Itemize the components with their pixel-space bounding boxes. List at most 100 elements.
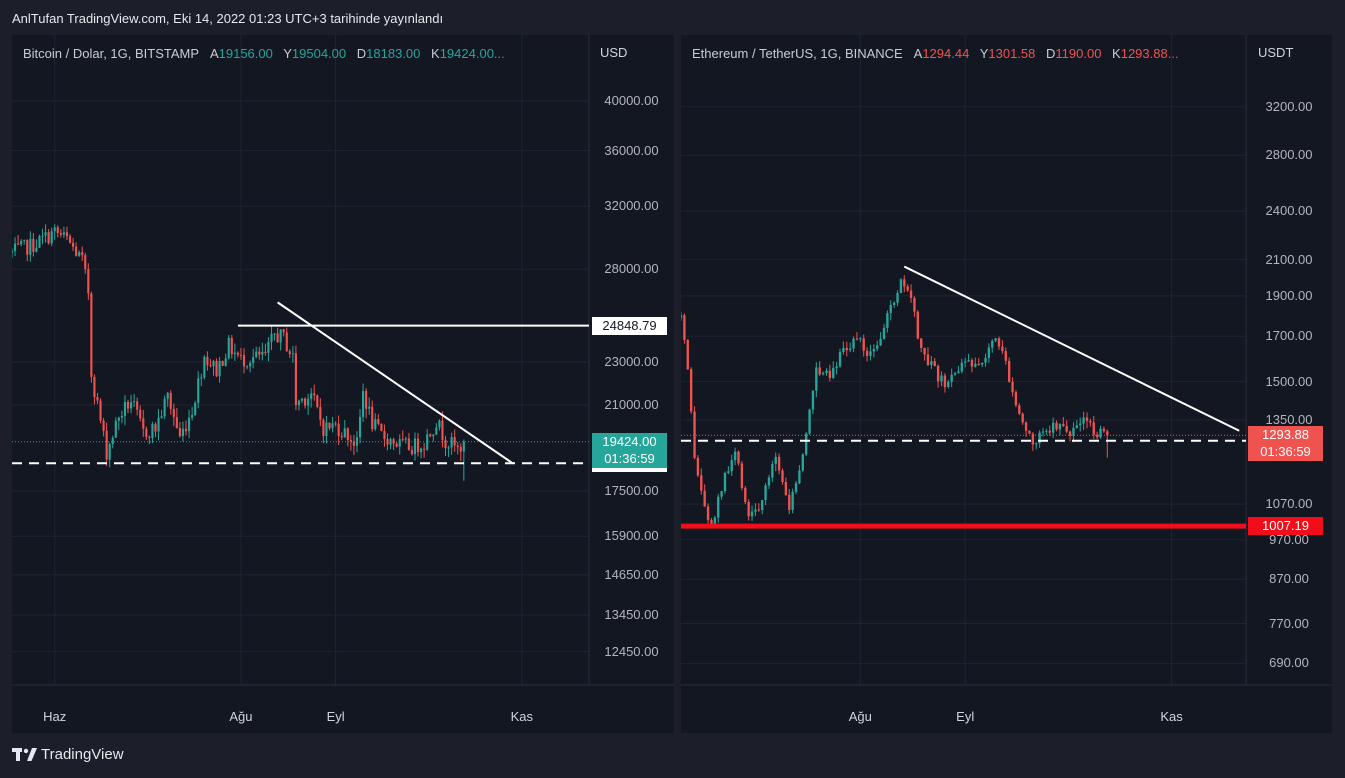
candle-body [416,438,420,453]
candle-body [1021,413,1024,423]
candle-body [78,252,81,256]
candle-body [435,427,438,435]
candle-body [191,415,194,418]
descending-trendline [277,301,514,465]
candle-body [310,393,313,399]
candle-body [236,352,239,355]
last-price-tag: 1293.88 [1248,426,1323,445]
candle-body [96,397,99,401]
candle-body [855,338,859,340]
bitcoin-chart-pane[interactable]: Bitcoin / Dolar, 1G, BITSTAMP A19156.00 … [12,35,674,733]
candle-body [383,430,386,440]
price-tick-label: 23000.00 [604,354,659,370]
candle-body [242,355,246,367]
price-tick-label: 40000.00 [604,92,659,108]
candle-body [282,329,285,333]
candle-body [233,352,236,355]
candle-body [754,509,757,512]
low-value: 1190.00 [1055,46,1102,61]
price-tick-label: 32000.00 [604,198,659,214]
candle-body [87,269,90,294]
candle-body [450,437,453,448]
candle-body [706,506,710,521]
time-tick-label: Kas [1160,709,1183,724]
candle-body [453,437,456,446]
currency-label: USDT [1258,45,1294,60]
candle-body [139,409,142,419]
candle-body [160,416,163,418]
candle-body [316,395,319,407]
candle-body [151,423,154,438]
candle-body [761,500,764,511]
open-value: 19156.00 [218,46,273,61]
price-tick-label: 13450.00 [604,607,659,623]
currency-label: USD [600,45,628,60]
candle-body [686,339,689,370]
ethereum-chart-svg[interactable] [681,35,1332,733]
candle-body [1004,351,1007,361]
candle-body [75,246,78,256]
candle-body [681,315,683,318]
candle-body [126,401,130,409]
bitcoin-chart-svg[interactable] [12,35,674,733]
candle-body [337,423,340,437]
candle-body [936,365,940,382]
candle-body [47,232,50,244]
candle-body [71,242,75,247]
candle-body [398,439,401,447]
low-key: D [356,46,367,61]
candle-body [1051,422,1055,433]
candle-body [727,471,730,473]
price-tick-label: 2100.00 [1265,251,1313,267]
candle-body [933,361,936,366]
candles [12,224,465,481]
candle-body [717,496,720,518]
candle-body [750,511,754,517]
price-tick-label: 28000.00 [604,261,659,277]
candle-body [737,451,740,464]
price-tick-label: 690.00 [1269,655,1309,671]
tradingview-logo-icon [12,747,37,762]
candle-body [59,232,62,235]
candle-body [876,345,879,349]
candle-body [62,232,65,235]
candle-body [261,351,264,355]
candle-body [166,392,169,399]
candle-body [114,420,117,438]
candle-body [56,227,59,233]
countdown-tag: 01:36:59 [592,449,667,468]
candle-body [713,517,717,524]
candle-body [960,362,963,372]
candle-body [798,470,801,484]
publication-header: AnlTufan TradingView.com, Eki 14, 2022 0… [12,11,444,26]
time-tick-label: Eyl [326,709,345,724]
candle-body [865,350,869,356]
ethereum-chart-pane[interactable]: Ethereum / TetherUS, 1G, BINANCE A1294.4… [681,35,1332,733]
candle-body [1048,430,1051,433]
time-tick-label: Haz [43,709,67,724]
price-tick-label: 17500.00 [604,482,659,498]
open-value: 1294.44 [922,46,970,61]
candle-body [872,348,876,352]
candle-body [111,437,114,445]
candle-body [197,378,200,403]
price-tick-label: 3200.00 [1265,98,1313,114]
candle-body [980,362,984,365]
candle-body [172,408,175,418]
candle-body [142,418,145,429]
candle-body [432,434,435,437]
close-value: 1293.88... [1120,46,1179,61]
candle-body [744,487,747,503]
candle-body [264,351,267,353]
price-tick-label: 1350.00 [1265,411,1313,427]
candle-body [200,377,203,379]
tradingview-footer[interactable]: TradingView [12,746,124,763]
candle-body [358,416,362,438]
candle-body [835,366,838,369]
candle-body [423,448,426,450]
candle-body [1031,433,1035,445]
candle-body [747,502,750,517]
candle-body [1041,431,1045,433]
candle-body [801,454,804,471]
candle-body [838,352,842,367]
